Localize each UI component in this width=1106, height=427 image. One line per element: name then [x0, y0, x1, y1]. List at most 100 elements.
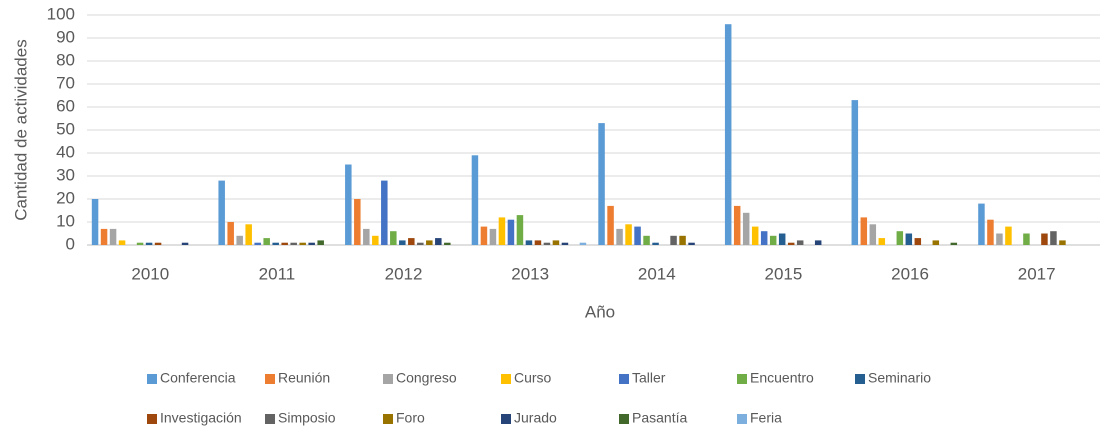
bar [1005, 226, 1012, 245]
bar [769, 235, 777, 245]
bar [598, 123, 605, 245]
bar [987, 219, 994, 245]
legend-label: Seminario [868, 370, 931, 386]
bar [534, 240, 542, 245]
x-tick-label: 2017 [1018, 264, 1056, 283]
bar [543, 242, 551, 245]
bar [643, 235, 650, 245]
bar [561, 242, 569, 245]
bar [742, 212, 750, 245]
legend-label: Congreso [396, 370, 457, 386]
bar [1041, 233, 1048, 245]
bar [498, 217, 506, 245]
bar [507, 219, 515, 245]
bar [625, 224, 632, 245]
bar [616, 228, 623, 245]
bar [471, 155, 479, 245]
bar [100, 228, 108, 245]
legend-swatch [265, 374, 275, 384]
bar [1023, 233, 1030, 245]
bar [417, 242, 424, 245]
bar [354, 199, 361, 245]
bar [751, 226, 759, 245]
bar [670, 235, 677, 245]
bar [688, 242, 695, 245]
y-tick-label: 50 [56, 119, 75, 138]
bar [652, 242, 659, 245]
bar [724, 24, 732, 246]
bar [851, 100, 859, 245]
bar [372, 235, 379, 245]
x-tick-label: 2016 [891, 264, 929, 283]
legend-swatch [501, 374, 511, 384]
bar [760, 231, 768, 245]
bar [281, 242, 288, 245]
bar [733, 205, 741, 245]
bar [679, 235, 686, 245]
legend-swatch [147, 374, 157, 384]
legend-label: Simposio [278, 410, 336, 426]
legend-swatch [383, 414, 393, 424]
bar [118, 240, 126, 245]
bar [552, 240, 560, 245]
y-tick-label: 40 [56, 142, 75, 161]
bar [299, 242, 306, 245]
bar [1050, 231, 1057, 245]
y-tick-label: 0 [66, 234, 75, 253]
legend-swatch [383, 374, 393, 384]
bar [381, 180, 388, 245]
bar [579, 242, 587, 245]
bar [525, 240, 533, 245]
legend-label: Foro [396, 410, 425, 426]
legend-label: Investigación [160, 410, 242, 426]
bar [91, 199, 99, 245]
legend-swatch [737, 414, 747, 424]
bar [932, 240, 940, 245]
bar [444, 242, 451, 245]
bar [154, 242, 162, 245]
bar [399, 240, 406, 245]
legend-label: Reunión [278, 370, 330, 386]
bar [218, 180, 225, 245]
bar [896, 231, 904, 245]
bar [489, 228, 497, 245]
y-tick-label: 70 [56, 73, 75, 92]
bar [787, 242, 795, 245]
y-tick-label: 80 [56, 50, 75, 69]
legend-swatch [147, 414, 157, 424]
x-tick-label: 2010 [131, 264, 169, 283]
legend-swatch [501, 414, 511, 424]
y-axis-label: Cantidad de actividades [11, 39, 30, 220]
bar [778, 233, 786, 245]
legend-swatch [855, 374, 865, 384]
legend-swatch [737, 374, 747, 384]
bar [345, 164, 352, 245]
bar [263, 238, 270, 245]
bar [109, 228, 117, 245]
bar [860, 217, 868, 245]
legend-label: Taller [632, 370, 666, 386]
bar [227, 222, 234, 245]
bar [408, 238, 415, 245]
legend-label: Conferencia [160, 370, 236, 386]
legend-swatch [265, 414, 275, 424]
legend-label: Jurado [514, 410, 557, 426]
bar [634, 226, 641, 245]
x-tick-label: 2013 [511, 264, 549, 283]
bar [978, 203, 985, 245]
y-tick-label: 100 [47, 4, 75, 23]
bar [245, 224, 252, 245]
bar [950, 242, 958, 245]
legend-label: Encuentro [750, 370, 814, 386]
y-tick-label: 90 [56, 27, 75, 46]
bar [145, 242, 153, 245]
bar [317, 240, 324, 245]
bar [516, 215, 524, 245]
bar [308, 242, 315, 245]
bar [136, 242, 144, 245]
bar [426, 240, 433, 245]
legend-swatch [619, 414, 629, 424]
bar [181, 242, 189, 245]
x-axis-label: Año [585, 302, 615, 321]
